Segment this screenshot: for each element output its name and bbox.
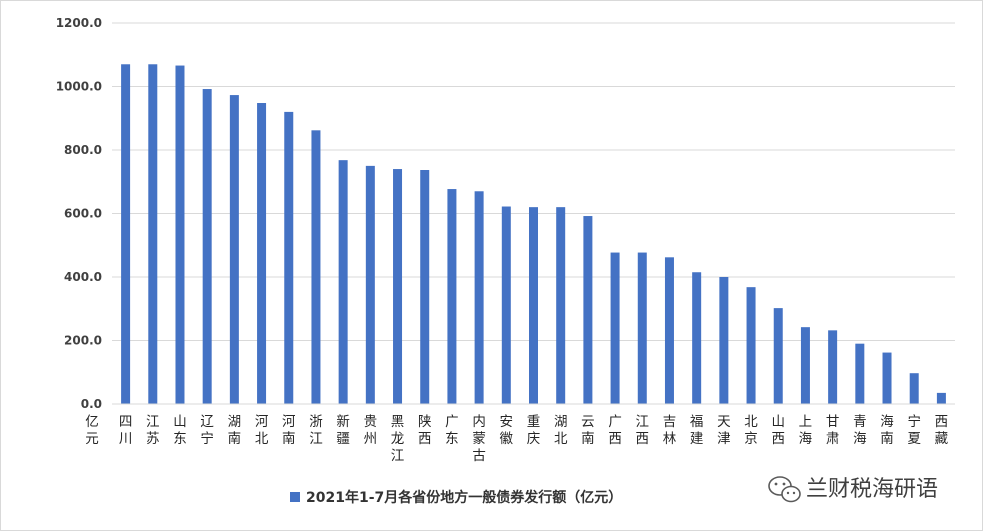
bar (420, 170, 430, 404)
x-tick-label: 广西 (608, 414, 622, 447)
bar (828, 330, 838, 404)
x-tick-label: 湖南 (228, 414, 242, 447)
bar (257, 103, 267, 404)
y-tick-label: 1000.0 (56, 80, 102, 94)
x-tick-label: 河南 (282, 414, 296, 447)
x-tick-label: 湖北 (554, 414, 568, 447)
x-tick-label: 吉林 (663, 414, 677, 447)
bar (719, 277, 729, 404)
x-tick-label: 青海 (853, 414, 867, 447)
bar (229, 95, 239, 404)
y-tick-label: 600.0 (64, 207, 102, 221)
x-tick-label: 内蒙古 (472, 414, 486, 464)
bar (936, 392, 946, 404)
bar (610, 252, 620, 404)
y-tick-label: 400.0 (64, 270, 102, 284)
bar (692, 272, 702, 404)
x-tick-label: 江苏 (146, 414, 160, 447)
x-tick-label: 陕西 (418, 414, 432, 447)
x-tick-label: 北京 (744, 414, 758, 447)
bar (474, 191, 484, 404)
bar (882, 352, 892, 404)
x-tick-label: 山东 (173, 414, 187, 447)
bar (855, 343, 865, 404)
bar (501, 206, 511, 404)
bar (284, 111, 294, 405)
bar (773, 308, 783, 404)
x-tick-label: 江西 (636, 414, 650, 447)
bar (175, 65, 185, 405)
x-tick-label: 辽宁 (200, 414, 214, 447)
x-tick-label: 天津 (717, 414, 731, 447)
x-tick-label: 福建 (690, 414, 704, 447)
x-tick-label: 山西 (771, 414, 785, 447)
watermark: 兰财税海研语 (768, 476, 938, 503)
x-tick-label: 云南 (581, 414, 595, 447)
bar (338, 160, 348, 404)
x-tick-label: 新疆 (336, 414, 350, 447)
bar (800, 327, 810, 404)
y-axis-ticks: 0.0 200.0 400.0 600.0 800.0 1000.0 1200.0 (56, 16, 102, 411)
bar (202, 89, 212, 404)
bar (909, 373, 919, 404)
legend-swatch (290, 492, 300, 502)
x-tick-label: 广东 (445, 414, 459, 447)
y-tick-label: 1200.0 (56, 16, 102, 30)
y-tick-label: 200.0 (64, 334, 102, 348)
x-tick-label: 黑龙江 (391, 414, 405, 464)
bar (664, 257, 674, 404)
x-tick-label: 四川 (119, 414, 133, 447)
y-tick-label: 0.0 (81, 397, 102, 411)
bar (529, 207, 538, 404)
bar (746, 287, 756, 404)
bar-series (121, 64, 946, 405)
x-tick-label: 重庆 (527, 414, 541, 447)
bar (583, 216, 593, 404)
y-unit-label: 亿元 (85, 414, 99, 447)
x-tick-label: 上海 (799, 414, 813, 447)
bar (148, 64, 158, 405)
legend: 2021年1-7月各省份地方一般债券发行额（亿元） (290, 489, 622, 506)
bar (447, 189, 457, 404)
x-tick-label: 西藏 (935, 414, 949, 447)
wechat-icon (768, 476, 801, 503)
x-tick-label: 甘肃 (826, 414, 840, 447)
x-axis-labels: 四川江苏山东辽宁湖南河北河南浙江新疆贵州黑龙江陕西广东内蒙古安徽重庆湖北云南广西… (119, 413, 949, 464)
y-tick-label: 800.0 (64, 143, 102, 157)
x-tick-label: 河北 (255, 414, 269, 447)
watermark-text: 兰财税海研语 (806, 477, 938, 502)
x-tick-label: 浙江 (309, 414, 323, 447)
bar (637, 252, 647, 404)
bar (121, 64, 131, 405)
bar (365, 165, 375, 404)
x-tick-label: 宁夏 (907, 413, 921, 447)
x-tick-label: 海南 (880, 414, 894, 447)
bar (556, 207, 566, 404)
bar (393, 169, 403, 404)
bar (311, 130, 321, 404)
x-tick-label: 贵州 (364, 414, 378, 447)
x-tick-label: 安徽 (500, 414, 514, 447)
legend-label: 2021年1-7月各省份地方一般债券发行额（亿元） (306, 489, 622, 506)
